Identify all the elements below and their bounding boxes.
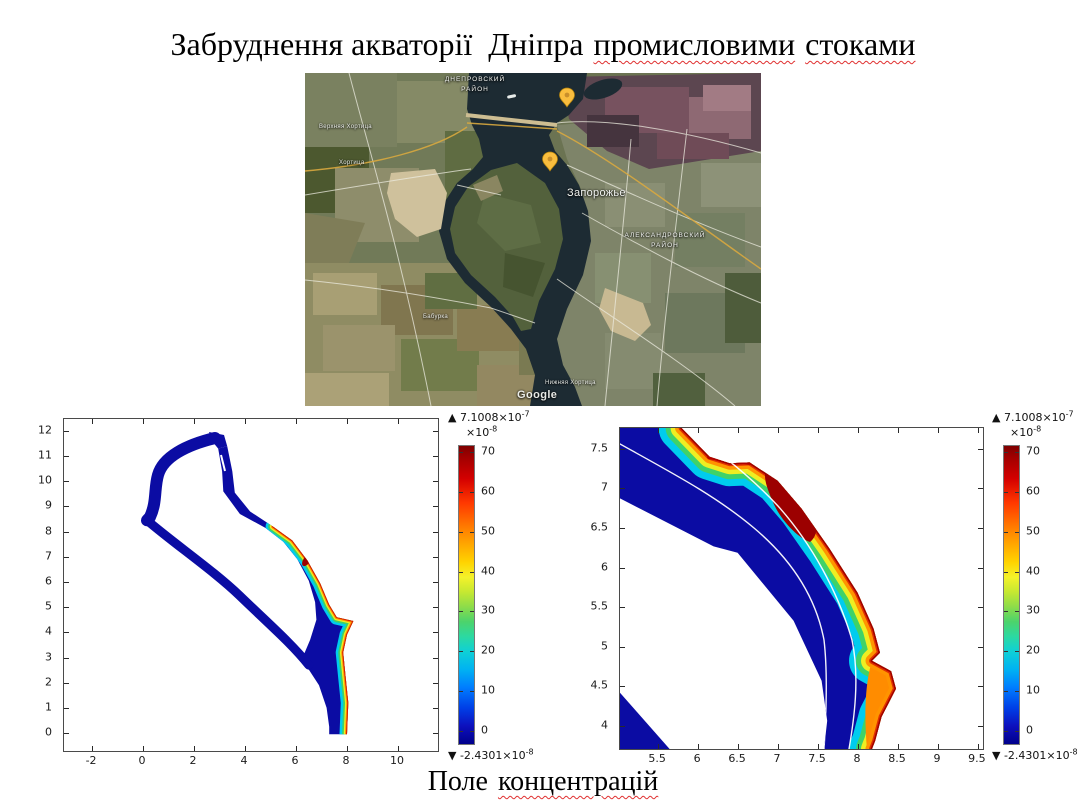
figure-caption: Поле концентрацій bbox=[0, 766, 1086, 798]
tick-label: 70 bbox=[481, 444, 495, 458]
tick-label: 30 bbox=[1026, 603, 1040, 617]
tick-label: 20 bbox=[1026, 643, 1040, 657]
caption-word-misspelled: концентрацій bbox=[497, 766, 659, 797]
tick-label: 7 bbox=[45, 549, 52, 563]
tick-label: 8.5 bbox=[888, 752, 906, 765]
tick-label: 60 bbox=[481, 484, 495, 498]
x-axis-labels-right-plot: 5.5 6 6.5 7 7.5 8 8.5 9 9.5 bbox=[619, 750, 985, 766]
tick-label: 40 bbox=[481, 564, 495, 577]
tick-label: 3 bbox=[45, 650, 52, 664]
map-label-city: Запорожье bbox=[567, 187, 626, 199]
tick-label: 1 bbox=[45, 700, 52, 714]
tick-label: 8 bbox=[853, 752, 861, 765]
colorbar-gradient bbox=[1003, 445, 1020, 745]
tick-label: 4 bbox=[240, 754, 248, 767]
caption-lead: Поле bbox=[427, 766, 488, 797]
tick-label: 50 bbox=[481, 524, 495, 538]
tick-label: 50 bbox=[1026, 524, 1040, 538]
tick-label: 7.5 bbox=[808, 752, 826, 765]
colorbar-tick-marks bbox=[459, 446, 474, 744]
tick-label: -2 bbox=[85, 754, 97, 767]
slide-title: Забруднення акваторії Дніпра промисловими… bbox=[0, 26, 1086, 63]
tick-label: 0 bbox=[481, 723, 488, 737]
tick-label: 6 bbox=[601, 560, 608, 574]
tick-label: 10 bbox=[1026, 683, 1040, 697]
map-pin-icon bbox=[559, 87, 575, 108]
title-word-misspelled-1: промисловими bbox=[593, 26, 796, 62]
tick-label: 6 bbox=[45, 574, 52, 588]
tick-label: 20 bbox=[481, 643, 495, 657]
tick-label: 10 bbox=[389, 754, 404, 767]
map-label-district-bottom: АЛЕКСАНДРОВСКИЙ РАЙОН bbox=[624, 232, 706, 249]
colorbar-labels: 70 60 50 40 30 20 10 0 bbox=[477, 444, 507, 743]
tick-label: 4 bbox=[45, 624, 52, 638]
map-terrain-art bbox=[305, 73, 761, 406]
tick-label: 10 bbox=[481, 683, 495, 697]
river-field-art bbox=[141, 432, 354, 735]
tick-label: 4.5 bbox=[590, 678, 609, 692]
riverbank-field-art bbox=[620, 428, 896, 749]
tick-label: 7 bbox=[601, 480, 608, 494]
tick-label: 2 bbox=[45, 675, 52, 689]
colorbar-unit: ×10-8 bbox=[1010, 424, 1042, 439]
map-label-district-top: ДНЕПРОВСКИЙ РАЙОН bbox=[444, 76, 506, 93]
tick-label: 9 bbox=[933, 752, 941, 765]
tick-label: 2 bbox=[189, 754, 197, 767]
tick-label: 40 bbox=[1026, 564, 1040, 577]
y-axis-labels-left-plot: 12 11 10 9 8 7 6 5 4 3 2 1 0 bbox=[20, 418, 58, 750]
tick-label: 12 bbox=[38, 423, 52, 437]
tick-label: 4 bbox=[601, 718, 608, 732]
map-attribution: Google bbox=[517, 389, 558, 401]
colorbar-gradient bbox=[458, 445, 475, 745]
tick-label: 8 bbox=[45, 524, 52, 538]
tick-label: 60 bbox=[1026, 484, 1040, 498]
colorbar-tick-marks bbox=[1004, 446, 1019, 744]
tick-label: 9 bbox=[45, 498, 52, 512]
tick-label: 5 bbox=[601, 639, 608, 653]
colorbar-labels: 70 60 50 40 30 20 10 0 bbox=[1022, 444, 1052, 743]
tick-label: 70 bbox=[1026, 444, 1040, 458]
tick-label: 9.5 bbox=[968, 752, 986, 765]
tick-label: 6 bbox=[291, 754, 299, 767]
concentration-plot-zoom bbox=[619, 427, 984, 750]
title-lead: Забруднення акваторії Дніпра bbox=[170, 26, 584, 62]
colorbar-min-annotation: ▼ -2.4301×10-8 bbox=[992, 747, 1078, 762]
tick-label: 6 bbox=[693, 752, 701, 765]
tick-label: 5.5 bbox=[648, 752, 666, 765]
colorbar-max-annotation: ▲ 7.1008×10-7 bbox=[992, 409, 1074, 424]
tick-label: 8 bbox=[342, 754, 350, 767]
colorbar-max-annotation: ▲ 7.1008×10-7 bbox=[448, 409, 530, 424]
map-label-baburka: Бабурка bbox=[423, 314, 449, 320]
map-label-lower-khortytsia: Нижняя Хортица bbox=[545, 380, 596, 386]
y-axis-labels-right-plot: 7.5 7 6.5 6 5.5 5 4.5 4 bbox=[576, 427, 614, 748]
title-word-misspelled-2: стоками bbox=[805, 26, 916, 62]
tick-label: 5 bbox=[45, 599, 52, 613]
x-axis-labels-left-plot: -2 0 2 4 6 8 10 bbox=[63, 752, 437, 768]
tick-label: 30 bbox=[481, 603, 495, 617]
tick-label: 7.5 bbox=[590, 441, 609, 455]
map-label-khortytsia: Хортица bbox=[339, 160, 365, 166]
concentration-plot-overview bbox=[63, 418, 439, 752]
tick-label: 0 bbox=[45, 725, 52, 739]
colorbar-min-annotation: ▼ -2.4301×10-8 bbox=[448, 747, 534, 762]
tick-label: 7 bbox=[773, 752, 781, 765]
tick-label: 0 bbox=[1026, 723, 1033, 737]
tick-label: 5.5 bbox=[590, 599, 609, 613]
tick-label: 10 bbox=[38, 473, 52, 487]
tick-label: 0 bbox=[138, 754, 146, 767]
map-pin-icon bbox=[542, 151, 558, 172]
tick-label: 11 bbox=[38, 448, 52, 462]
map-label-upper-khortytsia: Верхняя Хортица bbox=[319, 124, 372, 130]
colorbar-unit: ×10-8 bbox=[466, 424, 498, 439]
satellite-map: ДНЕПРОВСКИЙ РАЙОН Запорожье АЛЕКСАНДРОВС… bbox=[305, 73, 761, 406]
tick-label: 6.5 bbox=[590, 520, 609, 534]
tick-label: 6.5 bbox=[728, 752, 746, 765]
